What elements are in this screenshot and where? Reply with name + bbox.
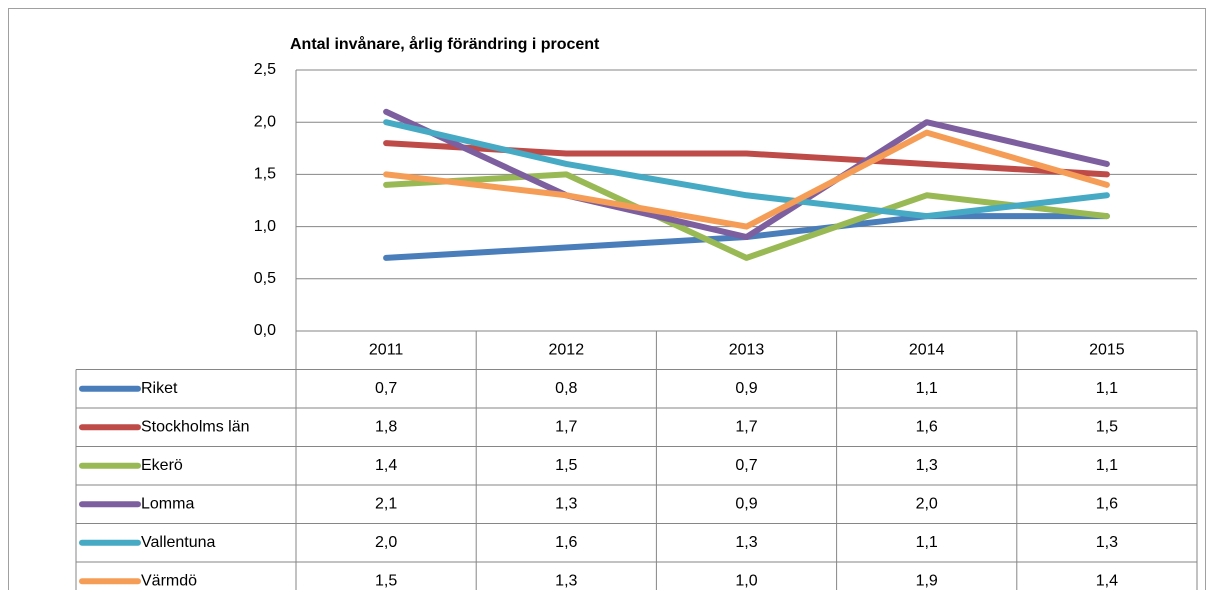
series-line [383,129,1110,230]
table-cell: 1,1 [916,380,938,397]
table-cell: 1,9 [916,572,938,589]
table-cell: 1,3 [916,457,938,474]
table-cell: 0,7 [735,457,757,474]
x-tick-label: 2015 [1089,341,1125,358]
chart-title: Antal invånare, årlig förändring i proce… [290,35,600,53]
legend-label: Vallentuna [141,534,216,551]
table-cell: 1,6 [916,418,938,435]
chart-frame [8,8,1206,595]
table-cell: 1,1 [1096,457,1118,474]
x-tick-label: 2014 [909,341,945,358]
table-cell: 1,7 [555,418,577,435]
table-cell: 1,3 [555,572,577,589]
table-cell: 1,5 [555,457,577,474]
table-cell: 1,4 [1096,572,1118,589]
y-tick-label: 0,5 [254,270,276,287]
y-tick-label: 2,0 [254,113,276,130]
table-cell: 0,7 [375,380,397,397]
legend-label: Riket [141,380,178,397]
x-tick-label: 2013 [729,341,765,358]
table-cell: 1,7 [735,418,757,435]
legend-label: Värmdö [141,572,197,589]
table-cell: 2,1 [375,495,397,512]
table-cell: 2,0 [375,534,397,551]
y-tick-label: 2,5 [254,61,276,78]
y-tick-label: 0,0 [254,322,276,339]
legend-label: Stockholms län [141,418,250,435]
table-cell: 1,5 [375,572,397,589]
series-line [383,171,1110,261]
y-tick-label: 1,5 [254,166,276,183]
table-cell: 1,1 [916,534,938,551]
table-cell: 1,3 [555,495,577,512]
table-cell: 1,6 [1096,495,1118,512]
series-line [383,119,1110,220]
table-cell: 1,3 [1096,534,1118,551]
table-cell: 1,5 [1096,418,1118,435]
table-cell: 1,1 [1096,380,1118,397]
x-tick-label: 2012 [549,341,585,358]
table-cell: 1,8 [375,418,397,435]
table-cell: 1,6 [555,534,577,551]
table-cell: 1,3 [735,534,757,551]
y-tick-label: 1,0 [254,218,276,235]
table-cell: 1,0 [735,572,757,589]
table-cell: 1,4 [375,457,397,474]
table-cell: 0,8 [555,380,577,397]
series-line [383,108,1110,241]
table-cell: 0,9 [735,495,757,512]
legend-label: Lomma [141,495,194,512]
table-cell: 2,0 [916,495,938,512]
legend-label: Ekerö [141,457,183,474]
table-cell: 0,9 [735,380,757,397]
x-tick-label: 2011 [369,341,404,358]
